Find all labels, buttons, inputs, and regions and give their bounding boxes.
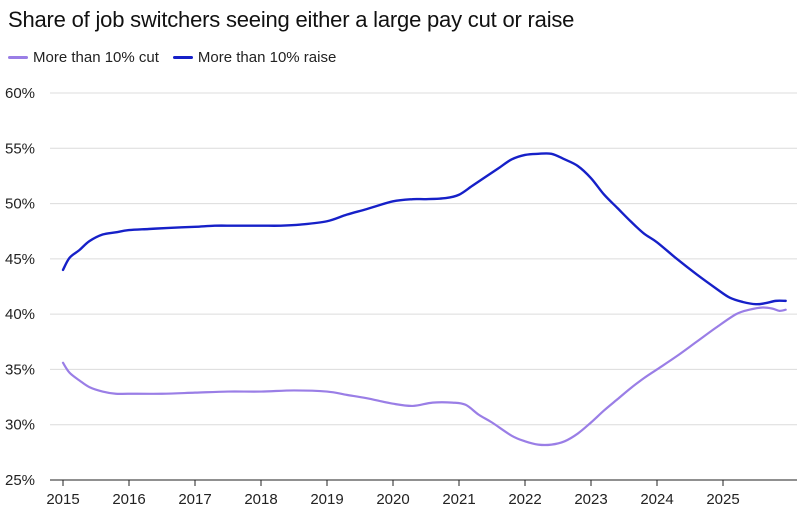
x-tick-label-2019: 2019: [310, 491, 343, 508]
x-tick-label-2022: 2022: [508, 491, 541, 508]
legend-item-raise: More than 10% raise: [172, 48, 337, 66]
series-line-raise: [61, 152, 787, 306]
grid-layer: [50, 92, 797, 481]
x-tick-label-2018: 2018: [244, 491, 277, 508]
y-tick-label-45: 45%: [5, 251, 35, 268]
x-tick-label-2020: 2020: [376, 491, 409, 508]
legend-swatch-cut: [8, 55, 28, 59]
y-tick-label-35: 35%: [5, 361, 35, 378]
legend-label-raise: More than 10% raise: [197, 48, 337, 66]
x-tick-label-2021: 2021: [442, 491, 475, 508]
series-line-cut: [61, 306, 787, 447]
legend-swatch-raise: [172, 55, 193, 59]
y-tick-label-30: 30%: [5, 417, 35, 434]
y-tick-label-60: 60%: [5, 85, 35, 102]
x-tick-label-2015: 2015: [46, 491, 79, 508]
x-tick-label-2017: 2017: [178, 491, 211, 508]
y-tick-label-40: 40%: [5, 306, 35, 323]
x-tick-label-2016: 2016: [112, 491, 145, 508]
y-tick-label-50: 50%: [5, 196, 35, 213]
legend-label-cut: More than 10% cut: [33, 48, 159, 66]
chart-title: Share of job switchers seeing either a l…: [8, 7, 575, 32]
x-tick-label-2024: 2024: [640, 491, 673, 508]
y-tick-label-25: 25%: [5, 472, 35, 489]
legend-item-cut: More than 10% cut: [8, 49, 159, 66]
series-layer: [61, 152, 787, 447]
x-tick-label-2025: 2025: [706, 491, 739, 508]
legend: More than 10% cut More than 10% raise: [8, 46, 350, 68]
y-tick-label-55: 55%: [5, 140, 35, 157]
axis-layer: 25% 30% 35% 40% 45% 50% 55% 60% 2015 2016 2017 2018…: [5, 85, 797, 508]
x-tick-label-2023: 2023: [574, 491, 607, 508]
